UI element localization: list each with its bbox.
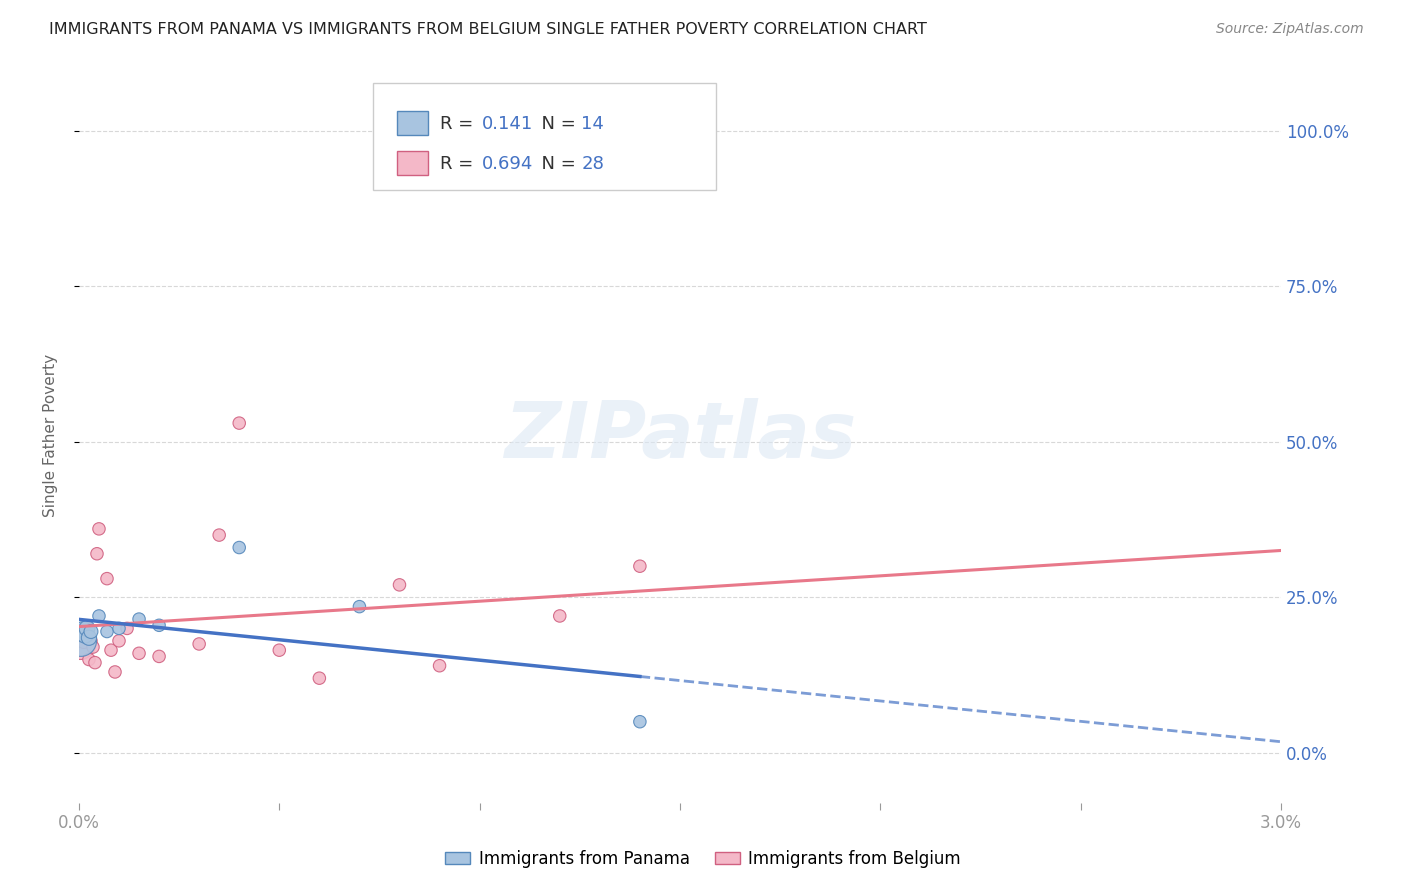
Point [429,658,451,673]
Text: 28: 28 [582,155,605,173]
Point [128,612,150,626]
Text: 14: 14 [582,114,605,133]
Text: R =: R = [440,114,478,133]
Point [228,416,250,430]
Text: N =: N = [530,155,581,173]
Point [80,624,103,639]
Point [349,599,371,614]
Text: 0.694: 0.694 [482,155,533,173]
Point [388,578,411,592]
Point [96,572,118,586]
Point [82,640,104,654]
Point [84,656,107,670]
Point [80,633,103,648]
Point [148,649,170,664]
Point [108,633,131,648]
Point [76,621,98,635]
Point [208,528,231,542]
Point [87,522,110,536]
Point [69,637,91,651]
Point [86,547,108,561]
FancyBboxPatch shape [374,83,716,190]
Point [104,665,127,679]
Point [87,609,110,624]
Point [228,541,250,555]
FancyBboxPatch shape [398,112,427,135]
Point [77,631,100,645]
Legend: Immigrants from Panama, Immigrants from Belgium: Immigrants from Panama, Immigrants from … [439,844,967,875]
Point [77,652,100,666]
Point [96,624,118,639]
Point [188,637,211,651]
Point [70,633,93,648]
Y-axis label: Single Father Poverty: Single Father Poverty [44,354,58,517]
Point [128,646,150,660]
Point [73,627,96,641]
Point [108,621,131,635]
Point [100,643,122,657]
Point [269,643,291,657]
Point [628,714,651,729]
Point [73,624,96,639]
Point [72,624,94,639]
Point [72,631,94,645]
Point [70,627,93,641]
Text: ZIPatlas: ZIPatlas [503,398,856,474]
Text: R =: R = [440,155,478,173]
Point [76,621,98,635]
FancyBboxPatch shape [398,152,427,175]
Point [628,559,651,574]
Text: 0.141: 0.141 [482,114,533,133]
Text: N =: N = [530,114,581,133]
Text: IMMIGRANTS FROM PANAMA VS IMMIGRANTS FROM BELGIUM SINGLE FATHER POVERTY CORRELAT: IMMIGRANTS FROM PANAMA VS IMMIGRANTS FRO… [49,22,927,37]
Point [115,621,138,635]
Point [73,633,96,648]
Point [548,609,571,624]
Point [308,671,330,685]
Text: Source: ZipAtlas.com: Source: ZipAtlas.com [1216,22,1364,37]
Point [148,618,170,632]
